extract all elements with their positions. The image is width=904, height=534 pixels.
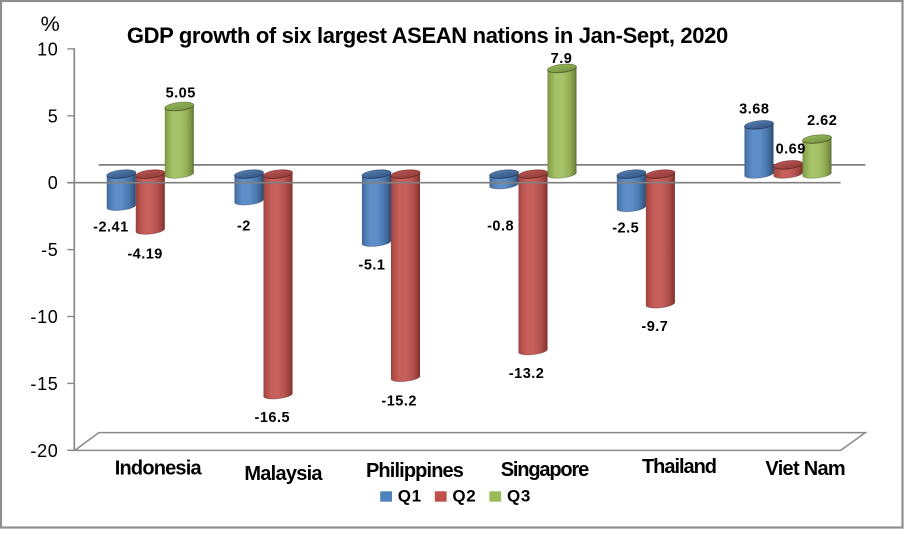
svg-text:5: 5 — [48, 106, 59, 126]
svg-text:-16.5: -16.5 — [255, 410, 291, 426]
svg-text:Singapore: Singapore — [501, 459, 589, 481]
svg-text:-5.1: -5.1 — [359, 257, 386, 273]
svg-text:Q2: Q2 — [452, 486, 476, 505]
svg-text:7.9: 7.9 — [551, 51, 573, 67]
svg-text:%: % — [41, 12, 60, 36]
svg-text:-20: -20 — [30, 441, 58, 461]
svg-text:-10: -10 — [30, 307, 58, 327]
svg-text:Thailand: Thailand — [642, 456, 716, 478]
svg-text:-13.2: -13.2 — [509, 366, 545, 382]
svg-text:2.62: 2.62 — [807, 113, 837, 129]
svg-text:Indonesia: Indonesia — [115, 457, 203, 479]
svg-text:-15.2: -15.2 — [381, 394, 417, 410]
svg-text:Malaysia: Malaysia — [244, 463, 323, 485]
svg-text:Q1: Q1 — [398, 486, 422, 505]
svg-text:0: 0 — [48, 173, 59, 193]
svg-text:-9.7: -9.7 — [641, 319, 668, 335]
svg-text:3.68: 3.68 — [739, 102, 769, 118]
svg-text:-2.5: -2.5 — [612, 221, 639, 237]
svg-text:-2: -2 — [237, 219, 251, 235]
svg-text:-2.41: -2.41 — [93, 219, 129, 235]
svg-text:Viet Nam: Viet Nam — [765, 458, 845, 480]
svg-text:-0.8: -0.8 — [487, 219, 514, 235]
svg-text:10: 10 — [37, 39, 58, 59]
svg-text:-5: -5 — [41, 240, 58, 260]
svg-text:Philippines: Philippines — [366, 460, 464, 482]
svg-text:-15: -15 — [30, 374, 58, 394]
svg-text:5.05: 5.05 — [166, 86, 196, 102]
svg-text:0.69: 0.69 — [776, 142, 806, 158]
svg-text:Q3: Q3 — [507, 486, 531, 505]
svg-text:GDP growth of six largest ASEA: GDP growth of six largest ASEAN nations … — [127, 23, 728, 48]
svg-text:-4.19: -4.19 — [127, 246, 163, 262]
